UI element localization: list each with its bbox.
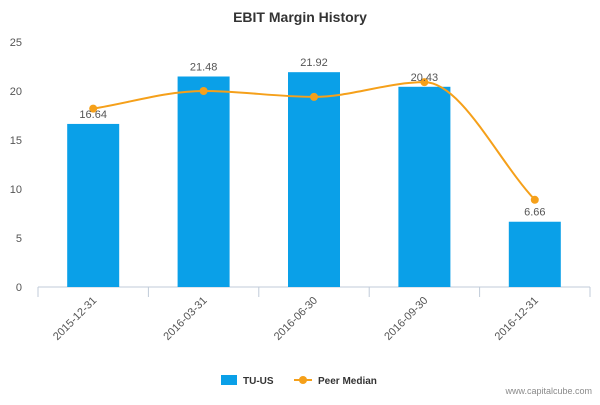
peer-median-point[interactable] xyxy=(199,87,208,95)
bar-tu-us[interactable] xyxy=(67,123,120,287)
x-tick-label: 2016-09-30 xyxy=(382,295,430,343)
data-label: 16.64 xyxy=(79,109,107,121)
legend-label-peer-median[interactable]: Peer Median xyxy=(318,376,377,387)
peer-median-point[interactable] xyxy=(89,104,98,113)
data-labels: 16.64 21.48 21.92 20.43 6.66 xyxy=(79,57,545,219)
data-label: 21.92 xyxy=(300,57,328,69)
bar-tu-us[interactable] xyxy=(398,86,451,287)
data-label: 21.48 xyxy=(190,61,218,73)
legend-swatch-marker-peer-median xyxy=(299,376,307,384)
x-tick-label: 2016-12-31 xyxy=(493,295,541,343)
y-tick-label: 0 xyxy=(16,282,22,294)
y-axis: 0 5 10 15 20 25 xyxy=(10,37,22,294)
y-tick-label: 10 xyxy=(10,184,22,196)
bar-tu-us[interactable] xyxy=(508,221,561,287)
peer-median-point[interactable] xyxy=(310,92,318,101)
x-tick-label: 2016-03-31 xyxy=(161,295,209,343)
y-tick-label: 15 xyxy=(10,135,22,147)
legend-swatch-tu-us xyxy=(221,375,237,385)
peer-median-line xyxy=(93,81,536,201)
legend-label-tu-us[interactable]: TU-US xyxy=(243,376,274,387)
y-tick-label: 20 xyxy=(10,86,22,98)
bar-tu-us[interactable] xyxy=(288,72,340,288)
bar-series xyxy=(67,72,561,288)
peer-median-point[interactable] xyxy=(530,195,539,204)
legend[interactable]: TU-US Peer Median xyxy=(221,375,377,387)
x-axis: 2015-12-31 2016-03-31 2016-06-30 2016-09-30… xyxy=(37,286,591,343)
data-label: 20.43 xyxy=(411,72,439,84)
bar-tu-us[interactable] xyxy=(177,76,230,287)
y-tick-label: 25 xyxy=(10,37,22,49)
x-tick-label: 2015-12-31 xyxy=(51,295,99,343)
chart-title: EBIT Margin History xyxy=(233,9,367,25)
y-tick-label: 5 xyxy=(16,233,22,245)
x-tick-label: 2016-06-30 xyxy=(272,295,320,343)
line-series xyxy=(89,78,539,204)
data-label: 6.66 xyxy=(524,207,545,219)
watermark: www.capitalcube.com xyxy=(504,386,592,396)
peer-median-point[interactable] xyxy=(420,78,429,87)
